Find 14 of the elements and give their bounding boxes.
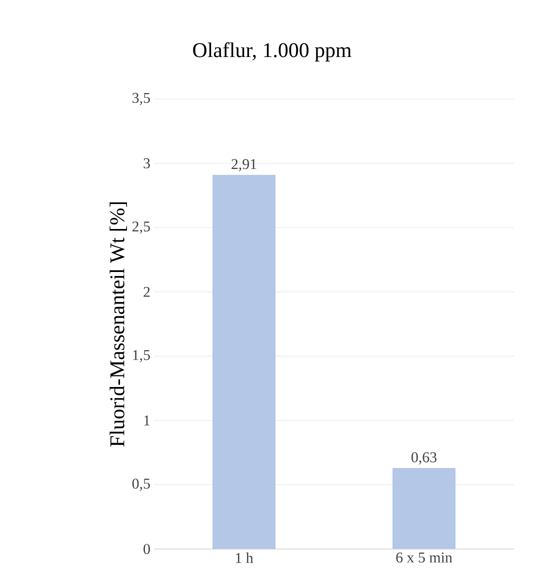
y-tick-label: 2,5 xyxy=(132,221,150,234)
chart-title: Olaflur, 1.000 ppm xyxy=(193,42,352,62)
y-tick-label: 1,5 xyxy=(133,350,150,362)
x-tick-label: 6 x 5 min xyxy=(396,552,452,563)
y-tick-label: 3 xyxy=(144,158,150,168)
y-tick-label: 0,5 xyxy=(132,478,150,491)
y-tick-label: 2 xyxy=(144,286,150,297)
x-tick-label: 1 h xyxy=(236,552,254,563)
data-label: 0,63 xyxy=(411,452,436,464)
y-tick-label: 3,5 xyxy=(132,92,150,106)
y-axis-title: Fluorid-Massenanteil Wt [%] xyxy=(110,202,127,447)
data-label: 2,91 xyxy=(232,159,256,172)
y-tick-label: 1 xyxy=(144,416,150,426)
y-tick-label: 0 xyxy=(144,544,150,554)
